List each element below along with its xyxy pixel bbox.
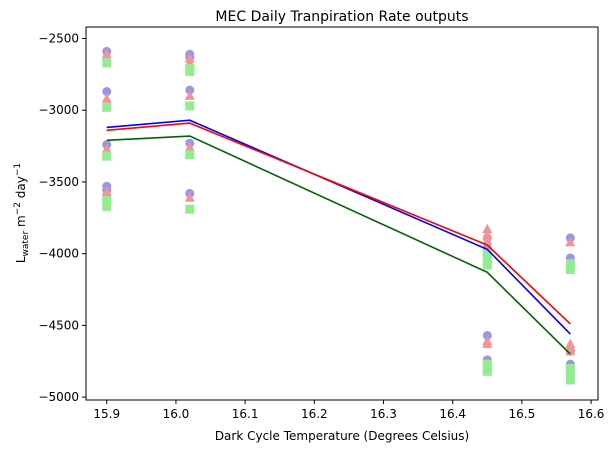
y-label-mid: m xyxy=(14,215,28,231)
x-tick-label: 15.9 xyxy=(93,407,120,421)
series-2-square-point-19 xyxy=(565,375,575,385)
y-label-sup2: −1 xyxy=(13,163,23,176)
series-2-square-point-12 xyxy=(482,260,492,270)
series-2-square-point-1 xyxy=(102,102,112,112)
series-2-square-point-7 xyxy=(185,101,195,111)
x-tick-label: 16.3 xyxy=(370,407,397,421)
series-2-square-point-15 xyxy=(565,259,575,269)
series-1-triangle-point-15 xyxy=(482,338,493,349)
series-1-triangle-point-16 xyxy=(565,236,576,247)
x-tick-label: 16.4 xyxy=(439,407,466,421)
series-2-square-point-8 xyxy=(185,150,195,160)
series-1-triangle-point-8 xyxy=(184,142,195,152)
x-tick-label: 16.2 xyxy=(301,407,328,421)
x-tick-label: 16.5 xyxy=(509,407,536,421)
y-label-tail: day xyxy=(14,176,28,202)
series-2-square-point-14 xyxy=(482,366,492,376)
series-2-square-point-9 xyxy=(185,204,195,214)
y-tick-label: −2500 xyxy=(38,31,79,45)
series-2-square-point-6 xyxy=(185,66,195,76)
y-label-base: L xyxy=(14,256,28,263)
series-2-square-point-4 xyxy=(102,201,112,211)
series-1-triangle-point-9 xyxy=(184,192,195,202)
y-label-sub: water xyxy=(21,231,31,257)
y-tick-label: −3500 xyxy=(38,175,79,189)
x-tick-label: 16.6 xyxy=(578,407,605,421)
series-1-triangle-point-7 xyxy=(184,90,195,100)
y-axis: −5000 −4500 −4000 −3500 −3000 −2500 xyxy=(38,31,86,404)
x-tick-label: 16.1 xyxy=(232,407,259,421)
series-1-triangle-point-1 xyxy=(101,93,112,103)
y-tick-label: −4500 xyxy=(38,318,79,332)
series-2-square-point-13 xyxy=(482,359,492,369)
series-1-triangle-point-0 xyxy=(101,48,112,59)
y-label-sup1: −2 xyxy=(13,202,23,215)
series-2-square-point-0 xyxy=(102,58,112,68)
series-1-triangle-point-19 xyxy=(565,345,576,356)
series-2-square-point-10 xyxy=(482,249,492,259)
series-2-square-point-3 xyxy=(102,196,112,206)
x-tick-label: 16.0 xyxy=(163,407,190,421)
series-1-triangle-point-12 xyxy=(482,235,493,245)
x-axis: 15.9 16.0 16.1 16.2 16.3 16.4 16.5 16.6 xyxy=(93,400,604,421)
series-1-triangle-point-2 xyxy=(101,143,112,153)
trend-line-0 xyxy=(106,119,571,335)
series-0-circle-point-12 xyxy=(482,330,492,340)
series-0-circle-point-1 xyxy=(102,87,112,97)
series-2-square-point-2 xyxy=(102,151,112,161)
series-1-triangle-point-11 xyxy=(482,229,493,240)
axes-frame xyxy=(85,26,599,401)
series-2-square-point-17 xyxy=(565,363,575,373)
trend-line-2 xyxy=(106,135,571,355)
trend-line-1 xyxy=(106,122,571,325)
chart-title: MEC Daily Tranpiration Rate outputs xyxy=(215,9,468,25)
series-1-triangle-point-10 xyxy=(482,223,493,234)
y-tick-label: −5000 xyxy=(38,390,79,404)
series-0-circle-point-7 xyxy=(185,85,195,95)
y-tick-label: −4000 xyxy=(38,247,79,261)
plot-area xyxy=(101,46,576,385)
y-tick-label: −3000 xyxy=(38,103,79,117)
series-2-square-point-18 xyxy=(565,369,575,379)
y-axis-label: Lwater m−2 day−1 xyxy=(13,163,31,263)
series-2-square-point-16 xyxy=(565,264,575,274)
x-axis-label: Dark Cycle Temperature (Degrees Celsius) xyxy=(215,429,469,443)
